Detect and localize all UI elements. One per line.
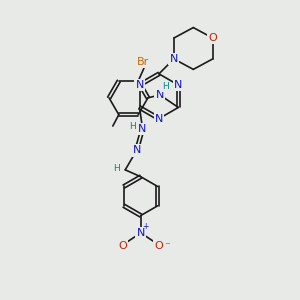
Text: N: N: [155, 114, 163, 124]
Text: N: N: [170, 54, 178, 64]
Text: ⁻: ⁻: [165, 242, 171, 252]
Text: H: H: [130, 122, 136, 131]
Text: H: H: [162, 82, 169, 91]
Text: O: O: [208, 33, 217, 43]
Text: N: N: [135, 80, 144, 90]
Text: O: O: [154, 241, 163, 251]
Text: N: N: [156, 90, 164, 100]
Text: +: +: [142, 222, 149, 231]
Text: N: N: [136, 228, 145, 238]
Text: H: H: [113, 164, 120, 173]
Text: N: N: [132, 146, 141, 155]
Text: N: N: [138, 124, 147, 134]
Text: O: O: [118, 241, 127, 251]
Text: Br: Br: [136, 57, 149, 67]
Text: N: N: [174, 80, 182, 90]
